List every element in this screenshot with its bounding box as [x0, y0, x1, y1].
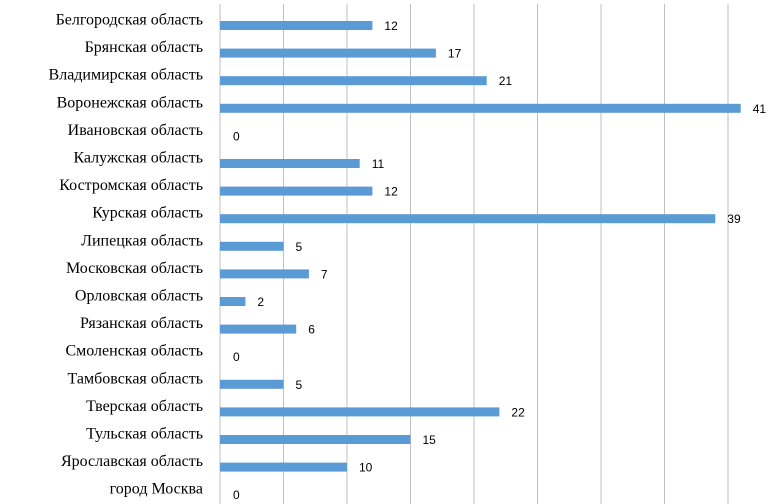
category-label-0: Белгородская область: [56, 12, 203, 29]
data-label-12: 0: [233, 350, 240, 364]
bar-8: [220, 241, 284, 251]
bar-13: [220, 379, 284, 389]
category-label-4: Ивановская область: [68, 122, 203, 139]
bar-1: [220, 48, 436, 58]
bar-3: [220, 103, 741, 113]
data-label-11: 6: [308, 323, 315, 337]
bar-6: [220, 186, 373, 196]
category-label-6: Костромская область: [59, 177, 203, 194]
bar-2: [220, 76, 487, 86]
data-label-6: 12: [384, 185, 398, 199]
category-labels: Белгородская область Брянская область Влад…: [49, 12, 203, 498]
category-label-12: Смоленская область: [65, 343, 203, 360]
data-label-8: 5: [296, 240, 303, 254]
bar-5: [220, 159, 360, 168]
bar-15: [220, 435, 411, 444]
category-label-9: Московская область: [66, 260, 203, 277]
bar-9: [220, 269, 309, 279]
category-label-3: Воронежская область: [57, 94, 203, 111]
data-label-16: 10: [359, 461, 373, 475]
data-labels: 12 17 21 41 0 11 12 39 5 7 2 6 0 5 22 15 10 0: [233, 19, 766, 502]
data-label-15: 15: [423, 433, 437, 447]
category-label-11: Рязанская область: [80, 315, 203, 332]
data-label-13: 5: [296, 378, 303, 392]
data-label-7: 39: [727, 212, 741, 226]
category-label-13: Тамбовская область: [67, 370, 203, 387]
data-label-9: 7: [321, 267, 328, 281]
category-label-17: город Москва: [110, 481, 203, 498]
category-label-7: Курская область: [92, 205, 203, 222]
bar-0: [220, 21, 373, 30]
category-label-8: Липецкая область: [81, 232, 203, 249]
data-label-0: 12: [384, 19, 398, 33]
data-label-5: 11: [372, 157, 385, 171]
data-label-1: 17: [448, 47, 462, 61]
category-label-16: Ярославская область: [61, 453, 203, 470]
category-label-10: Орловская область: [75, 288, 203, 305]
data-label-2: 21: [499, 74, 513, 88]
bar-16: [220, 462, 347, 472]
data-label-17: 0: [233, 488, 240, 502]
category-label-5: Калужская область: [73, 150, 203, 167]
bar-11: [220, 324, 297, 334]
category-label-2: Владимирская область: [49, 67, 203, 84]
data-label-4: 0: [233, 129, 240, 143]
data-label-10: 2: [257, 295, 264, 309]
gridlines: [283, 4, 729, 504]
data-label-3: 41: [753, 102, 767, 116]
category-label-15: Тульская область: [86, 426, 203, 443]
category-label-14: Тверская область: [86, 398, 203, 415]
bar-10: [220, 297, 246, 306]
category-label-1: Брянская область: [85, 39, 203, 56]
bar-14: [220, 407, 500, 417]
bar-7: [220, 214, 716, 224]
bars: [220, 21, 741, 472]
data-label-14: 22: [511, 405, 525, 419]
